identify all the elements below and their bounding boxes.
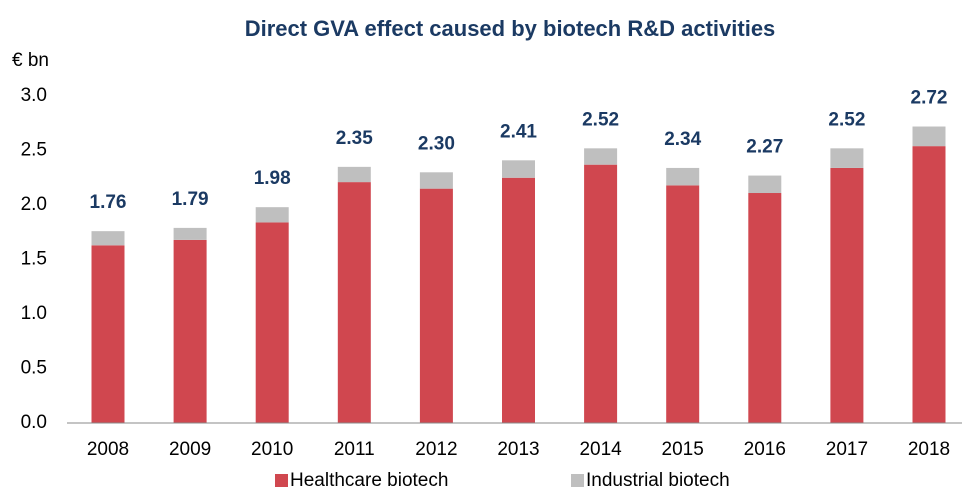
- legend-swatch: [275, 474, 288, 487]
- total-label: 1.98: [254, 168, 291, 189]
- bar-segment: [502, 177, 535, 423]
- x-tick-label: 2018: [908, 439, 950, 460]
- bar-segment: [748, 175, 782, 194]
- total-label: 2.52: [582, 109, 619, 130]
- x-tick-label: 2008: [87, 439, 129, 460]
- bar-segment: [173, 227, 207, 240]
- total-label: 2.72: [911, 88, 948, 109]
- y-tick-label: 1.0: [21, 303, 47, 324]
- total-label: 2.41: [500, 121, 537, 142]
- total-label: 1.79: [172, 189, 209, 210]
- bar-segment: [830, 167, 864, 423]
- bar-segment: [91, 231, 125, 246]
- chart-title: Direct GVA effect caused by biotech R&D …: [245, 16, 776, 41]
- y-tick-label: 2.5: [21, 140, 47, 161]
- legend-swatch: [571, 474, 584, 487]
- total-label: 1.76: [90, 192, 127, 213]
- bar-segment: [666, 185, 700, 423]
- y-tick-label: 3.0: [21, 85, 47, 106]
- x-tick-label: 2017: [826, 439, 868, 460]
- bar-segment: [173, 239, 207, 423]
- bar-segment: [748, 193, 782, 423]
- x-tick-label: 2016: [744, 439, 786, 460]
- total-label: 2.35: [336, 128, 373, 149]
- total-label: 2.30: [418, 133, 455, 154]
- bar-segment: [337, 182, 371, 423]
- x-tick-label: 2013: [497, 439, 539, 460]
- y-tick-label: 0.5: [21, 358, 47, 379]
- bar-segment: [337, 166, 371, 183]
- bar-segment: [419, 188, 453, 423]
- y-tick-label: 2.0: [21, 194, 47, 215]
- bar-segment: [91, 245, 125, 423]
- total-label: 2.27: [746, 137, 783, 158]
- x-tick-label: 2012: [415, 439, 457, 460]
- bar-segment: [912, 146, 946, 423]
- total-label: 2.52: [828, 109, 865, 130]
- x-tick-label: 2015: [662, 439, 704, 460]
- bar-segment: [255, 222, 289, 423]
- bar-segment: [419, 172, 453, 189]
- bar-segment: [584, 148, 618, 165]
- x-tick-label: 2010: [251, 439, 293, 460]
- y-tick-label: 0.0: [21, 412, 47, 433]
- bar-segment: [666, 167, 700, 186]
- x-tick-label: 2011: [334, 439, 375, 460]
- bar-segment: [584, 164, 618, 424]
- bar-segment: [912, 126, 946, 147]
- x-tick-label: 2009: [169, 439, 211, 460]
- y-axis-label: € bn: [12, 50, 49, 71]
- bar-segment: [502, 160, 535, 178]
- bar-segment: [830, 148, 864, 168]
- legend-label: Healthcare biotech: [290, 470, 448, 491]
- total-label: 2.34: [664, 129, 701, 150]
- legend-label: Industrial biotech: [586, 470, 730, 491]
- y-tick-label: 1.5: [21, 249, 47, 270]
- x-tick-label: 2014: [579, 439, 622, 460]
- bar-segment: [255, 207, 289, 223]
